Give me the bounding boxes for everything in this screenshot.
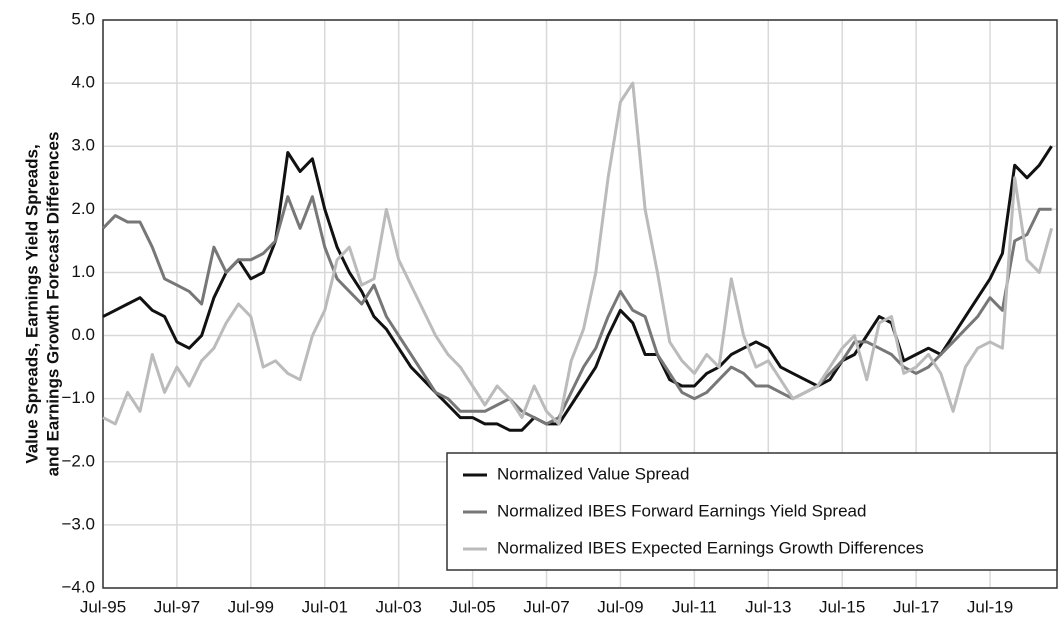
y-axis-title-line: Value Spreads, Earnings Yield Spreads, (22, 144, 41, 463)
y-tick-label: −4.0 (61, 577, 95, 596)
x-tick-label: Jul-09 (597, 597, 643, 616)
legend-box (446, 452, 1058, 571)
x-tick-label: Jul-11 (672, 597, 717, 616)
y-tick-label: −3.0 (61, 514, 95, 533)
y-tick-label: −2.0 (61, 451, 95, 470)
x-tick-label: Jul-19 (967, 597, 1013, 616)
x-tick-label: Jul-01 (302, 597, 348, 616)
y-tick-label: 5.0 (71, 9, 95, 28)
series-line (102, 81, 1054, 426)
y-tick-label: 4.0 (71, 73, 95, 92)
y-tick-label: 0.0 (71, 325, 95, 344)
x-tick-label: Jul-97 (154, 597, 200, 616)
x-tick-label: Jul-17 (893, 597, 939, 616)
y-tick-label: 1.0 (71, 262, 95, 281)
legend: Normalized Value Spread Normalized IBES F… (446, 452, 1058, 571)
y-axis-title-line: and Earnings Growth Forecast Differences (43, 132, 62, 477)
x-tick-label: Jul-95 (80, 597, 126, 616)
y-axis-title: Value Spreads, Earnings Yield Spreads, a… (22, 132, 62, 477)
series-line (101, 195, 1052, 426)
x-tick-label: Jul-99 (228, 597, 274, 616)
plot-frame (102, 19, 1058, 589)
legend-label: Normalized IBES Expected Earnings Growth… (497, 538, 924, 557)
y-tick-label: −1.0 (61, 388, 95, 407)
x-tick-label: Jul-03 (376, 597, 422, 616)
x-tick-label: Jul-13 (745, 597, 791, 616)
legend-label: Normalized Value Spread (497, 464, 689, 483)
series-line (102, 145, 1053, 432)
x-tick-label: Jul-15 (819, 597, 865, 616)
x-tick-label: Jul-05 (449, 597, 495, 616)
legend-label: Normalized IBES Forward Earnings Yield S… (497, 501, 866, 520)
y-tick-label: 3.0 (71, 136, 95, 155)
x-tick-label: Jul-07 (523, 597, 569, 616)
y-tick-label: 2.0 (71, 199, 95, 218)
